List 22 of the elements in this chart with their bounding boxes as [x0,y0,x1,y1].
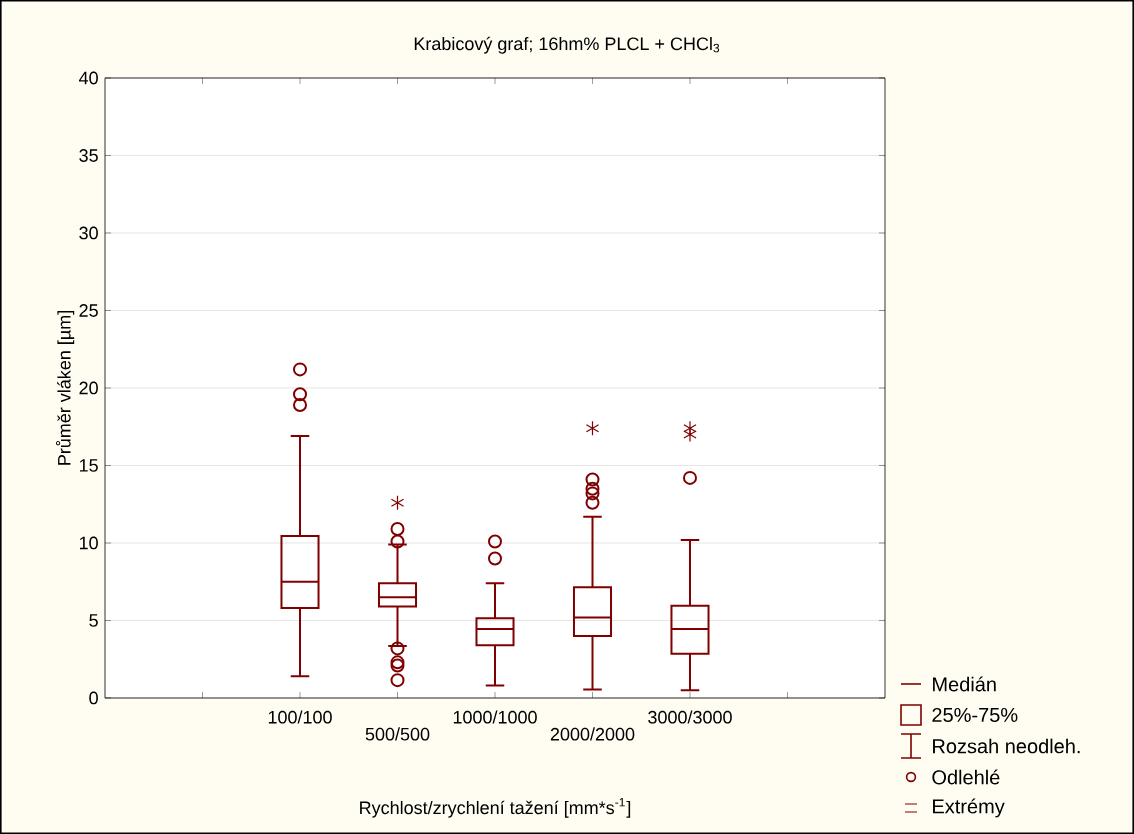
y-tick-label: 35 [79,149,98,162]
x-axis-title: Rychlost/zrychlení tažení [mm*s$^{-1}$] [360,798,631,818]
y-tick-label: 10 [79,536,98,550]
y-tick-label: 25 [79,304,98,317]
text: Medián [933,676,996,692]
y-tick-label: 5 [89,614,98,627]
text: 25%-75% [932,707,1018,723]
y-axis-title: Průměr vláken [µm] [55,311,75,465]
y-tick-label: 20 [79,381,98,395]
y-tick-label: 15 [79,459,98,472]
x-tick-label: 3000/3000 [648,710,732,724]
y-tick-label: 30 [79,226,98,240]
y-tick-label: 0 [89,691,98,705]
text: Extrémy [933,798,1005,818]
chart-title: Krabicový graf; 16hm% PLCL + CHCl$_{3}$ [414,36,720,54]
text: Rozsah neodleh. [933,738,1080,754]
text: Odlehlé [932,769,1000,785]
x-tick-label: 2000/2000 [550,727,635,741]
x-tick-label: 1000/1000 [453,710,537,724]
x-tick-label: 500/500 [365,727,430,741]
y-tick-label: 40 [79,71,98,85]
x-tick-label: 100/100 [268,710,332,724]
